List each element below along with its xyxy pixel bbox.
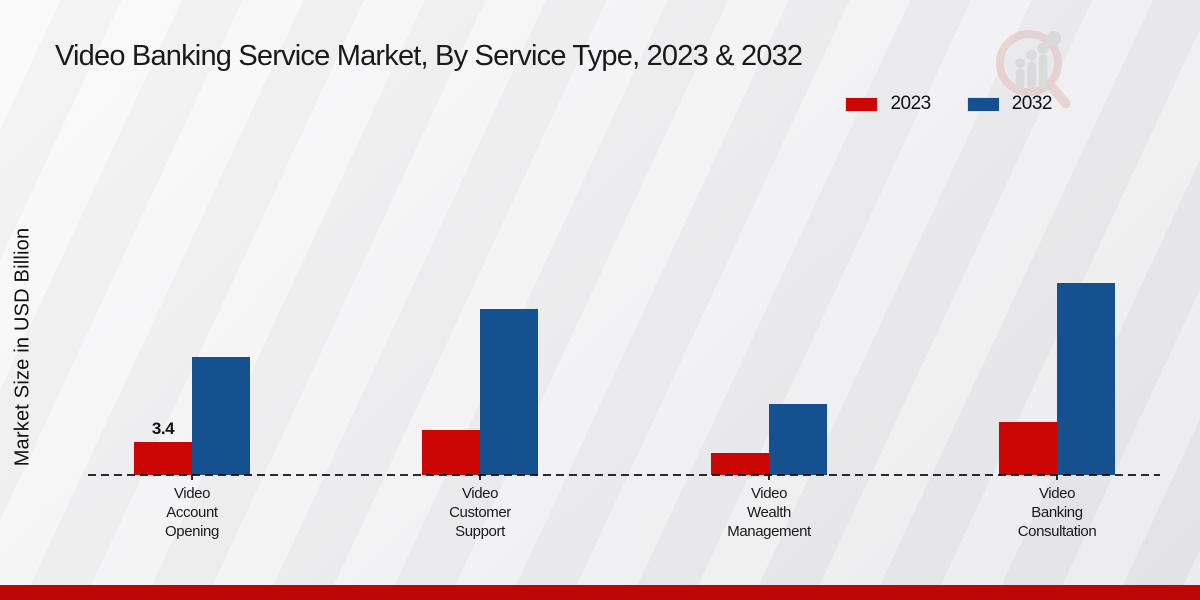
- bar-2032: [192, 356, 250, 475]
- bar-2023: [422, 430, 480, 475]
- bar-2032: [480, 309, 538, 475]
- bar-2023: [711, 452, 769, 475]
- category-label: Video Account Opening: [165, 485, 219, 540]
- bar-2023: [134, 442, 192, 475]
- magnifier-ring-icon: [995, 30, 1062, 97]
- trend-dot-2: [1026, 49, 1037, 61]
- legend-swatch-2023: [845, 96, 879, 112]
- x-axis-line: [88, 474, 1160, 476]
- category-tick: [768, 475, 770, 480]
- trend-dot-4: [1046, 30, 1062, 46]
- category-label: Video Banking Consultation: [1017, 485, 1097, 540]
- category-tick: [1056, 475, 1058, 480]
- bottom-accent-bar: [0, 585, 1200, 600]
- legend-item-2032: 2032: [966, 93, 1053, 115]
- category-label: Video Customer Support: [449, 485, 511, 540]
- category-tick: [191, 475, 193, 480]
- chart-title: Video Banking Service Market, By Service…: [55, 40, 803, 72]
- legend-label-2032: 2032: [1011, 93, 1053, 114]
- trend-dot-1: [1015, 58, 1025, 68]
- bar-glyph-medium: [1027, 61, 1036, 90]
- bar-2023: [999, 421, 1057, 475]
- value-label: 3.4: [151, 419, 175, 439]
- category-label: Video Wealth Management: [727, 485, 811, 540]
- magnifier-handle-icon: [1045, 80, 1071, 109]
- legend-swatch-2032: [966, 96, 1000, 112]
- bar-2032: [1057, 282, 1115, 475]
- category-tick: [479, 475, 481, 480]
- bar-glyph-large: [1038, 54, 1048, 90]
- legend: 2023 2032: [845, 93, 1053, 115]
- bar-2032: [769, 404, 827, 475]
- bar-glyph-small: [1015, 68, 1025, 90]
- legend-item-2023: 2023: [845, 93, 931, 115]
- legend-label-2023: 2023: [890, 93, 931, 114]
- watermark-logo: [995, 30, 1071, 109]
- y-axis-label: Market Size in USD Billion: [11, 227, 34, 467]
